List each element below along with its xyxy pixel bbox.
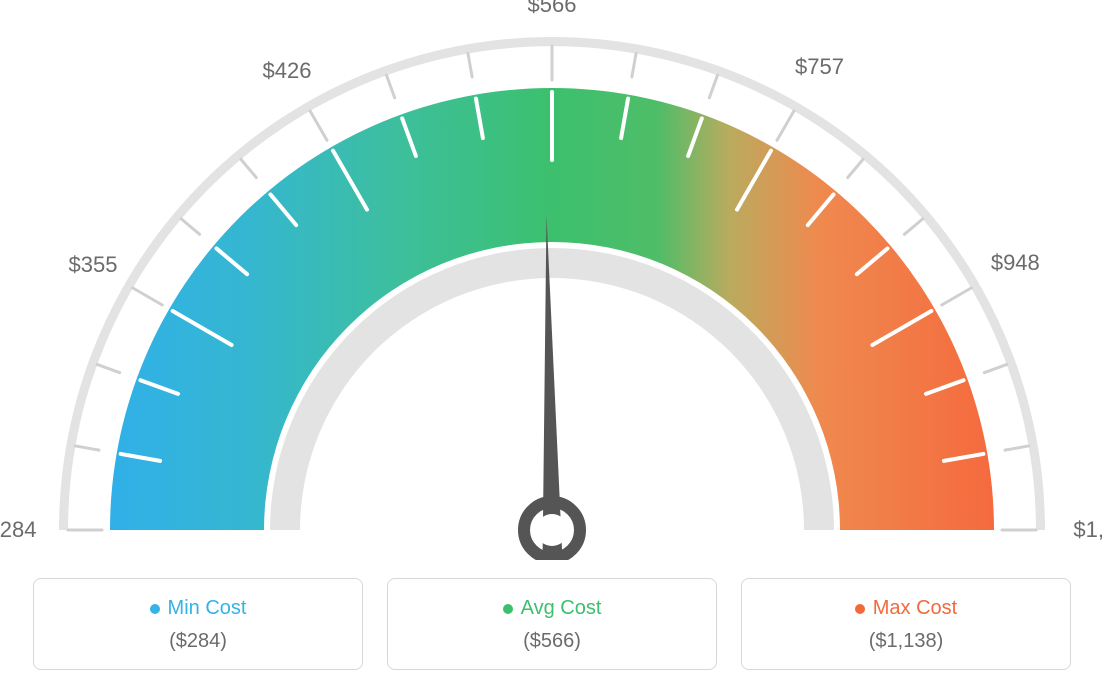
legend-dot-avg	[503, 604, 513, 614]
legend-title-min: Min Cost	[150, 597, 247, 620]
legend-value-avg: ($566)	[398, 630, 706, 653]
scale-label: $757	[795, 54, 844, 80]
legend-label-max: Max Cost	[873, 597, 957, 620]
legend-card-avg: Avg Cost ($566)	[387, 578, 717, 670]
gauge-area: $284 $355 $426 $566 $757 $948 $1,138	[0, 0, 1104, 560]
scale-label: $355	[69, 252, 118, 278]
gauge-svg	[0, 0, 1104, 560]
legend-dot-max	[855, 604, 865, 614]
legend-title-max: Max Cost	[855, 597, 957, 620]
scale-label: $1,138	[1073, 517, 1104, 543]
legend-row: Min Cost ($284) Avg Cost ($566) Max Cost…	[0, 578, 1104, 670]
legend-title-avg: Avg Cost	[503, 597, 602, 620]
scale-label: $948	[991, 250, 1040, 276]
legend-value-max: ($1,138)	[752, 630, 1060, 653]
legend-value-min: ($284)	[44, 630, 352, 653]
scale-label: $426	[263, 58, 312, 84]
legend-card-min: Min Cost ($284)	[33, 578, 363, 670]
scale-label: $284	[0, 517, 36, 543]
legend-dot-min	[150, 604, 160, 614]
chart-container: $284 $355 $426 $566 $757 $948 $1,138 Min Cost …	[0, 0, 1104, 690]
legend-card-max: Max Cost ($1,138)	[741, 578, 1071, 670]
legend-label-min: Min Cost	[168, 597, 247, 620]
scale-label: $566	[528, 0, 577, 18]
legend-label-avg: Avg Cost	[521, 597, 602, 620]
